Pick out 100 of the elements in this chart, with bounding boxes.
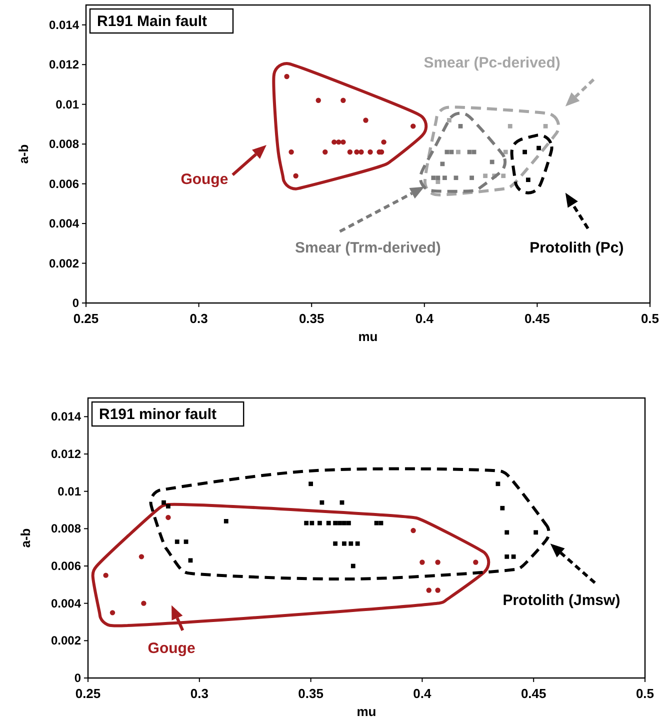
point (456, 150, 460, 154)
point (410, 124, 416, 129)
text: Smear (Pc-derived) (424, 54, 560, 72)
point (508, 124, 512, 128)
point (340, 139, 346, 145)
point (436, 176, 440, 180)
y-tick-label: 0 (72, 296, 80, 310)
point (308, 482, 313, 486)
point (338, 520, 342, 526)
point (318, 520, 322, 526)
point (340, 98, 346, 103)
point (381, 139, 386, 145)
point (354, 149, 360, 155)
point (454, 176, 458, 180)
y-tick-label: 0.012 (50, 447, 82, 461)
point (333, 520, 338, 526)
point (166, 504, 170, 508)
x-tick-label: 0.25 (73, 311, 99, 326)
point (110, 610, 116, 616)
point (543, 124, 548, 128)
point (470, 176, 474, 180)
y-tick-label: 0 (74, 671, 82, 685)
y-tick-label: 0.004 (48, 216, 80, 231)
point (374, 520, 379, 526)
point (435, 560, 440, 565)
point (184, 540, 188, 544)
point (496, 482, 500, 486)
point (350, 564, 356, 568)
point (304, 520, 309, 526)
point (336, 139, 342, 145)
point (436, 180, 440, 184)
text: Gouge (180, 170, 228, 188)
y-axis-title: a-b (18, 528, 33, 548)
y-tick-label: 0.014 (48, 18, 80, 32)
text: Smear (Trm-derived) (295, 239, 441, 256)
legend-label: Protolith (Pc) (530, 239, 624, 256)
y-tick-label: 0.01 (58, 484, 82, 498)
point (534, 530, 538, 535)
x-tick-label: 0.35 (298, 311, 324, 326)
point (346, 520, 351, 526)
point (138, 554, 144, 560)
point (447, 118, 452, 122)
y-tick-label: 0.002 (48, 256, 80, 270)
point (347, 149, 353, 155)
point (426, 588, 432, 593)
point (504, 530, 510, 535)
point (288, 149, 294, 155)
point (435, 588, 440, 593)
point (536, 146, 541, 150)
x-tick-label: 0.4 (413, 686, 432, 701)
y-tick-label: 0.012 (48, 58, 80, 72)
point (483, 174, 488, 178)
y-tick-label: 0.006 (50, 559, 82, 573)
point (141, 600, 146, 606)
x-tick-label: 0.45 (520, 686, 546, 701)
point (458, 124, 463, 128)
point (500, 506, 505, 510)
y-tick-label: 0.01 (56, 97, 80, 112)
point (522, 150, 527, 154)
x-axis-title: mu (358, 329, 378, 344)
x-tick-label: 0.3 (190, 311, 208, 326)
point (333, 541, 338, 546)
x-axis-title: mu (356, 704, 376, 718)
point (316, 98, 321, 103)
legend-label: Gouge (148, 640, 196, 657)
point (511, 554, 516, 559)
point (473, 560, 478, 565)
point (224, 519, 228, 524)
x-tick-label: 0.4 (415, 311, 434, 326)
x-tick-label: 0.25 (75, 686, 101, 701)
y-tick-label: 0.002 (50, 634, 82, 648)
x-tick-label: 0.3 (190, 686, 208, 701)
point (188, 558, 193, 563)
point (363, 118, 368, 123)
x-tick-label: 0.5 (636, 686, 654, 701)
point (174, 540, 180, 544)
point (326, 520, 331, 526)
text: R191 minor fault (99, 406, 217, 423)
y-tick-label: 0.008 (48, 137, 80, 152)
point (284, 74, 290, 80)
point (310, 520, 314, 526)
text: R191 Main fault (97, 13, 208, 30)
point (503, 150, 508, 154)
x-tick-label: 0.5 (640, 311, 660, 326)
point (440, 162, 445, 166)
point (293, 173, 298, 178)
point (320, 500, 324, 505)
point (526, 178, 530, 182)
point (501, 174, 506, 178)
point (332, 139, 337, 145)
point (378, 520, 384, 526)
point (442, 176, 447, 180)
point (348, 541, 354, 546)
point (504, 554, 510, 559)
point (490, 160, 494, 164)
x-tick-label: 0.45 (524, 311, 550, 326)
y-tick-label: 0.004 (50, 596, 82, 610)
point (322, 149, 328, 155)
y-axis-title: a-b (16, 144, 31, 164)
legend-label: Protolith (Jmsw) (502, 592, 620, 610)
